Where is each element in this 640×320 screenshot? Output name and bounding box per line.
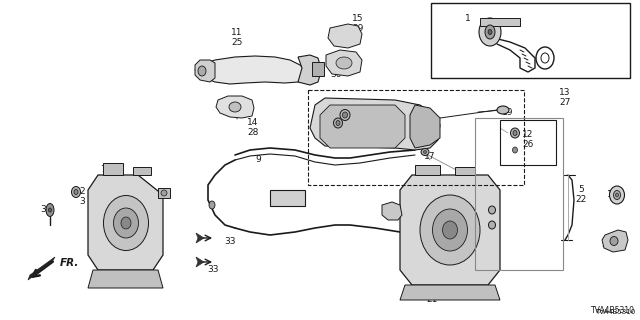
Bar xyxy=(415,165,440,175)
Text: 32: 32 xyxy=(602,240,612,249)
Text: 33: 33 xyxy=(224,237,236,246)
Ellipse shape xyxy=(104,196,148,251)
Text: 16: 16 xyxy=(334,122,346,131)
Ellipse shape xyxy=(161,190,167,196)
Text: 6
23: 6 23 xyxy=(112,187,124,206)
Ellipse shape xyxy=(513,131,517,135)
Text: 33: 33 xyxy=(207,265,219,274)
Polygon shape xyxy=(195,56,305,84)
Ellipse shape xyxy=(511,128,520,138)
Text: 35: 35 xyxy=(387,212,399,221)
Ellipse shape xyxy=(333,118,342,128)
Text: 7
24: 7 24 xyxy=(97,165,109,184)
Polygon shape xyxy=(602,230,628,252)
Text: 20
30: 20 30 xyxy=(330,60,342,79)
Text: 4
21: 4 21 xyxy=(426,285,438,304)
Text: 19: 19 xyxy=(502,108,514,117)
Polygon shape xyxy=(400,175,500,285)
Ellipse shape xyxy=(336,121,340,125)
Ellipse shape xyxy=(442,221,458,239)
Ellipse shape xyxy=(610,236,618,245)
Text: 13
27: 13 27 xyxy=(559,88,571,108)
Bar xyxy=(133,167,151,175)
Text: 2
3: 2 3 xyxy=(79,187,85,206)
Ellipse shape xyxy=(479,18,501,46)
Ellipse shape xyxy=(497,106,509,114)
Ellipse shape xyxy=(488,221,495,229)
Ellipse shape xyxy=(424,150,426,154)
Ellipse shape xyxy=(113,208,138,238)
Text: 15
29: 15 29 xyxy=(352,14,364,33)
Polygon shape xyxy=(28,257,55,280)
Bar xyxy=(270,190,305,206)
Polygon shape xyxy=(196,257,204,267)
Polygon shape xyxy=(216,96,254,118)
Polygon shape xyxy=(88,175,163,270)
Ellipse shape xyxy=(209,201,215,209)
Ellipse shape xyxy=(433,209,467,251)
Ellipse shape xyxy=(46,204,54,217)
Text: 18: 18 xyxy=(367,108,379,117)
Ellipse shape xyxy=(121,217,131,229)
Ellipse shape xyxy=(616,193,618,197)
Bar xyxy=(480,18,520,26)
Ellipse shape xyxy=(340,109,350,121)
Ellipse shape xyxy=(229,102,241,112)
Text: FR.: FR. xyxy=(60,258,79,268)
Text: TVA4B5310: TVA4B5310 xyxy=(595,309,635,315)
Text: 1: 1 xyxy=(465,14,471,23)
Polygon shape xyxy=(195,60,215,82)
Text: 10: 10 xyxy=(607,190,619,199)
Text: 17: 17 xyxy=(424,152,436,161)
Bar xyxy=(103,163,123,175)
Polygon shape xyxy=(196,233,204,243)
Polygon shape xyxy=(410,105,440,148)
Text: 14
28: 14 28 xyxy=(247,118,259,137)
Ellipse shape xyxy=(198,66,206,76)
Polygon shape xyxy=(88,270,163,288)
Ellipse shape xyxy=(72,187,81,197)
Text: 11
25: 11 25 xyxy=(231,28,243,47)
Polygon shape xyxy=(400,285,500,300)
Polygon shape xyxy=(382,202,402,220)
Polygon shape xyxy=(326,50,362,76)
Text: 34: 34 xyxy=(40,205,52,214)
Ellipse shape xyxy=(488,206,495,214)
Text: TVA4B5310: TVA4B5310 xyxy=(591,306,635,315)
Bar xyxy=(500,120,556,165)
Bar xyxy=(312,62,324,76)
Ellipse shape xyxy=(74,189,78,195)
Ellipse shape xyxy=(513,147,518,153)
Text: 8: 8 xyxy=(293,200,299,209)
Text: 31: 31 xyxy=(483,215,495,224)
Text: 9: 9 xyxy=(255,155,261,164)
Ellipse shape xyxy=(609,186,625,204)
Ellipse shape xyxy=(420,195,480,265)
Text: 31: 31 xyxy=(483,195,495,204)
Ellipse shape xyxy=(336,57,352,69)
Polygon shape xyxy=(320,105,405,148)
Ellipse shape xyxy=(49,208,51,212)
Bar xyxy=(475,118,563,270)
Ellipse shape xyxy=(342,112,348,118)
Bar xyxy=(431,3,630,78)
Bar xyxy=(158,188,170,198)
Bar xyxy=(308,90,524,185)
Ellipse shape xyxy=(485,25,495,39)
Ellipse shape xyxy=(488,29,492,35)
Text: 12
26: 12 26 xyxy=(522,130,534,149)
Bar xyxy=(455,167,475,175)
Text: 5
22: 5 22 xyxy=(575,185,587,204)
Polygon shape xyxy=(328,24,362,48)
Ellipse shape xyxy=(614,190,621,199)
Polygon shape xyxy=(298,55,320,85)
Polygon shape xyxy=(310,98,440,150)
Ellipse shape xyxy=(421,148,429,156)
